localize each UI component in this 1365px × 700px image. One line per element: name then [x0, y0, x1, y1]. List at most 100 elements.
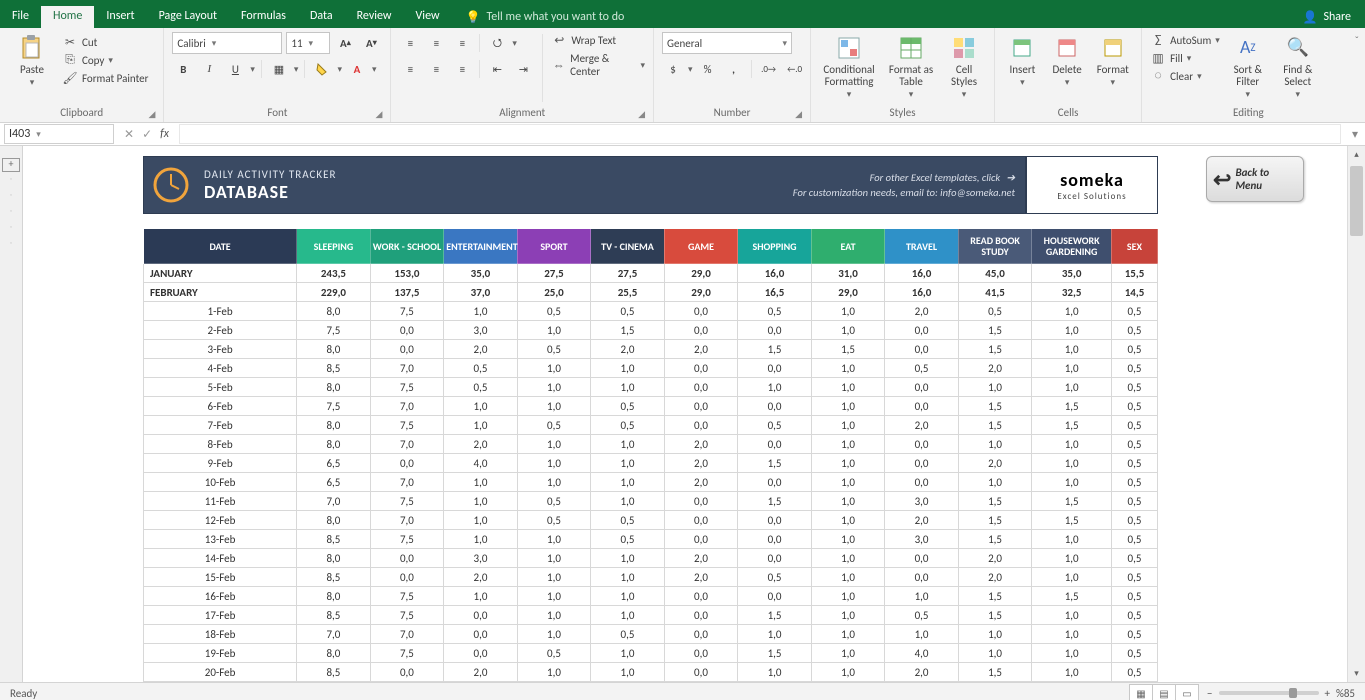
value-cell[interactable]: 1,0 [517, 359, 591, 378]
value-cell[interactable]: 7,5 [370, 302, 444, 321]
value-cell[interactable]: 0,0 [664, 663, 738, 682]
value-cell[interactable]: 1,0 [811, 454, 885, 473]
zoom-out-button[interactable]: − [1207, 687, 1212, 700]
value-cell[interactable]: 1,5 [738, 454, 812, 473]
date-cell[interactable]: 9-Feb [144, 454, 297, 473]
value-cell[interactable]: 1,0 [444, 302, 518, 321]
date-cell[interactable]: 20-Feb [144, 663, 297, 682]
value-cell[interactable]: 0,5 [1111, 454, 1157, 473]
value-cell[interactable]: 41,5 [958, 283, 1032, 302]
value-cell[interactable]: 0,5 [1111, 625, 1157, 644]
value-cell[interactable]: 153,0 [370, 264, 444, 283]
value-cell[interactable]: 1,0 [811, 492, 885, 511]
comma-button[interactable]: , [723, 58, 745, 80]
value-cell[interactable]: 1,0 [885, 587, 959, 606]
fill-button[interactable]: ▥Fill▾ [1150, 50, 1220, 66]
value-cell[interactable]: 0,0 [664, 416, 738, 435]
date-cell[interactable]: 16-Feb [144, 587, 297, 606]
value-cell[interactable]: 0,0 [370, 454, 444, 473]
value-cell[interactable]: 1,0 [517, 587, 591, 606]
align-bottom-button[interactable]: ≡ [451, 32, 473, 54]
value-cell[interactable]: 1,0 [811, 416, 885, 435]
decrease-font-icon[interactable]: A▾ [360, 32, 382, 54]
value-cell[interactable]: 1,0 [517, 530, 591, 549]
value-cell[interactable]: 8,5 [297, 663, 371, 682]
value-cell[interactable]: 1,0 [1032, 340, 1112, 359]
value-cell[interactable]: 1,0 [517, 549, 591, 568]
value-cell[interactable]: 1,5 [958, 492, 1032, 511]
font-name-select[interactable]: Calibri▾ [172, 32, 282, 54]
value-cell[interactable]: 0,0 [370, 321, 444, 340]
insert-cells-button[interactable]: Insert▾ [1003, 32, 1042, 88]
cell-styles-button[interactable]: Cell Styles▾ [943, 32, 985, 100]
value-cell[interactable]: 229,0 [297, 283, 371, 302]
enter-formula-icon[interactable]: ✓ [142, 127, 152, 142]
increase-decimal-button[interactable]: .0→ [758, 58, 780, 80]
value-cell[interactable]: 0,0 [738, 397, 812, 416]
value-cell[interactable]: 1,0 [591, 644, 665, 663]
date-cell[interactable]: 17-Feb [144, 606, 297, 625]
value-cell[interactable]: 8,0 [297, 549, 371, 568]
clear-button[interactable]: ◌Clear▾ [1150, 68, 1220, 84]
increase-indent-button[interactable]: ⇥ [512, 58, 534, 80]
value-cell[interactable]: 8,0 [297, 416, 371, 435]
accounting-format-button[interactable]: $ [662, 58, 684, 80]
value-cell[interactable]: 1,0 [1032, 663, 1112, 682]
value-cell[interactable]: 0,5 [1111, 492, 1157, 511]
borders-button[interactable]: ▦ [268, 58, 290, 80]
value-cell[interactable]: 1,0 [1032, 435, 1112, 454]
value-cell[interactable]: 1,0 [1032, 378, 1112, 397]
increase-font-icon[interactable]: A▴ [334, 32, 356, 54]
tab-home[interactable]: Home [41, 6, 94, 28]
value-cell[interactable]: 1,0 [1032, 473, 1112, 492]
date-cell[interactable]: 10-Feb [144, 473, 297, 492]
value-cell[interactable]: 0,5 [517, 511, 591, 530]
date-cell[interactable]: 7-Feb [144, 416, 297, 435]
value-cell[interactable]: 7,5 [370, 530, 444, 549]
date-cell[interactable]: 13-Feb [144, 530, 297, 549]
value-cell[interactable]: 2,0 [885, 511, 959, 530]
value-cell[interactable]: 0,5 [1111, 587, 1157, 606]
value-cell[interactable]: 0,0 [370, 549, 444, 568]
value-cell[interactable]: 1,0 [444, 397, 518, 416]
tab-file[interactable]: File [0, 6, 41, 28]
value-cell[interactable]: 1,0 [811, 549, 885, 568]
number-format-select[interactable]: General▾ [662, 32, 792, 54]
date-cell[interactable]: 3-Feb [144, 340, 297, 359]
value-cell[interactable]: 6,5 [297, 473, 371, 492]
value-cell[interactable]: 1,0 [958, 435, 1032, 454]
value-cell[interactable]: 1,5 [1032, 416, 1112, 435]
value-cell[interactable]: 0,5 [1111, 530, 1157, 549]
tab-formulas[interactable]: Formulas [229, 6, 298, 28]
value-cell[interactable]: 8,5 [297, 568, 371, 587]
date-cell[interactable]: 15-Feb [144, 568, 297, 587]
date-cell[interactable]: 6-Feb [144, 397, 297, 416]
merge-center-button[interactable]: ⇔Merge & Center▾ [551, 52, 645, 78]
value-cell[interactable]: 25,5 [591, 283, 665, 302]
value-cell[interactable]: 2,0 [664, 340, 738, 359]
value-cell[interactable]: 0,0 [738, 435, 812, 454]
value-cell[interactable]: 0,0 [738, 321, 812, 340]
value-cell[interactable]: 0,5 [517, 416, 591, 435]
value-cell[interactable]: 32,5 [1032, 283, 1112, 302]
value-cell[interactable]: 1,5 [591, 321, 665, 340]
value-cell[interactable]: 0,5 [1111, 302, 1157, 321]
value-cell[interactable]: 8,0 [297, 587, 371, 606]
value-cell[interactable]: 0,0 [664, 587, 738, 606]
value-cell[interactable]: 0,0 [370, 663, 444, 682]
value-cell[interactable]: 1,0 [811, 625, 885, 644]
page-break-view-button[interactable]: ▭ [1175, 684, 1199, 700]
align-top-button[interactable]: ≡ [399, 32, 421, 54]
value-cell[interactable]: 0,0 [885, 568, 959, 587]
value-cell[interactable]: 0,5 [591, 397, 665, 416]
value-cell[interactable]: 0,0 [370, 568, 444, 587]
value-cell[interactable]: 0,5 [591, 625, 665, 644]
value-cell[interactable]: 8,0 [297, 435, 371, 454]
value-cell[interactable]: 1,5 [958, 663, 1032, 682]
page-layout-view-button[interactable]: ▤ [1152, 684, 1176, 700]
value-cell[interactable]: 6,5 [297, 454, 371, 473]
fx-icon[interactable]: fx [160, 127, 169, 141]
date-cell[interactable]: 11-Feb [144, 492, 297, 511]
date-cell[interactable]: JANUARY [144, 264, 297, 283]
date-cell[interactable]: 5-Feb [144, 378, 297, 397]
